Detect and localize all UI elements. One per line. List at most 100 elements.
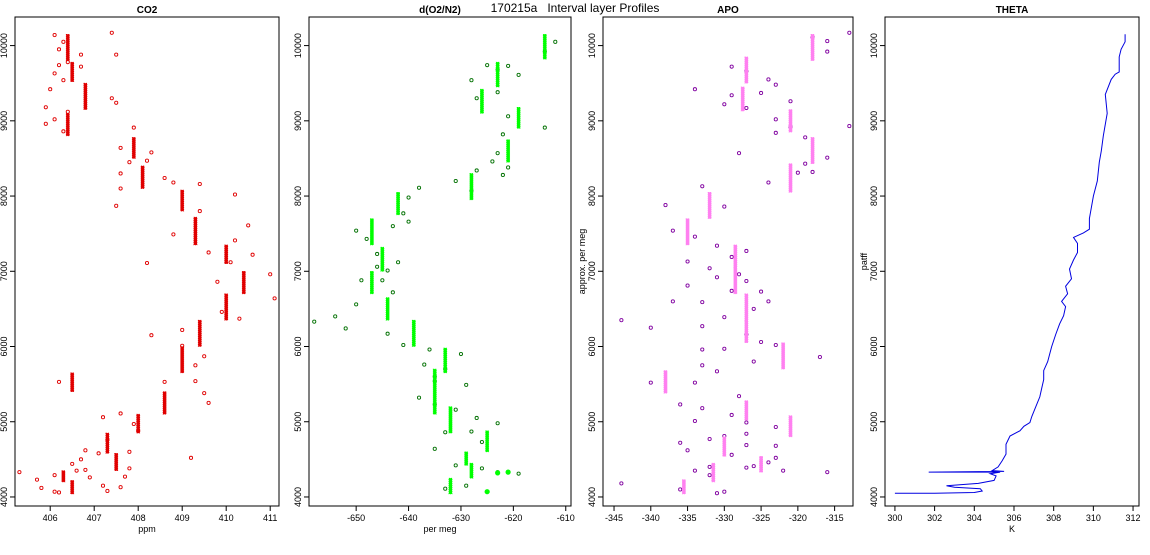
panel-2-point xyxy=(678,402,683,407)
panel-2-point xyxy=(648,325,653,330)
panel-0-point xyxy=(127,449,132,454)
panel-0-point xyxy=(78,64,84,69)
panel-2-point xyxy=(692,87,697,92)
panel-0-point xyxy=(197,209,202,214)
panel-0-xtick-label: 407 xyxy=(87,513,102,523)
panel-0-point xyxy=(206,250,211,255)
panel-0-point xyxy=(56,47,62,52)
panel-2-point xyxy=(729,64,734,69)
panel-0-xtick-label: 410 xyxy=(219,513,234,523)
panel-2-interval-bar xyxy=(740,86,745,112)
panel-0-point xyxy=(56,63,62,68)
panel-2-point xyxy=(619,318,624,323)
panel-2-point xyxy=(773,130,778,135)
panel-1-point xyxy=(406,219,411,224)
panel-0-xtick-label: 411 xyxy=(263,513,277,523)
panel-2-point xyxy=(773,117,778,122)
panel-2-point xyxy=(714,369,720,374)
panel-3-ytick-label: 5000 xyxy=(869,412,879,432)
panel-2-point xyxy=(722,489,727,494)
panel-3-xlabel: K xyxy=(1009,524,1015,534)
panel-0-point xyxy=(232,192,238,197)
panel-1-point xyxy=(375,264,380,269)
panel-0-point xyxy=(180,327,185,333)
panel-2-interval-bar xyxy=(788,163,793,193)
panel-0-interval-bar xyxy=(136,413,141,434)
panel-2-interval-bar xyxy=(722,436,727,457)
panel-2-point xyxy=(685,259,690,264)
panel-0-point xyxy=(52,33,57,38)
panel-2-point xyxy=(847,124,852,129)
panel-0-interval-bar xyxy=(180,346,185,374)
panel-1-interval-bar xyxy=(411,319,416,347)
panel-0-interval-bar xyxy=(83,82,88,110)
panel-2-point xyxy=(751,306,756,311)
panel-1-point xyxy=(390,224,395,229)
panel-0-point xyxy=(56,490,62,495)
panel-1-point xyxy=(427,347,432,352)
panel-1-interval-bar xyxy=(396,191,400,216)
panel-0-point xyxy=(131,125,136,130)
panel-1-point xyxy=(401,211,406,216)
panel-1-point xyxy=(500,132,505,137)
panel-0-interval-bar xyxy=(197,319,202,347)
panel-2-point xyxy=(692,468,697,473)
panel-0-interval-bar xyxy=(70,372,75,392)
panel-0-point xyxy=(131,421,136,427)
panel-0-point xyxy=(52,489,57,494)
panel-2-point xyxy=(722,346,727,351)
panel-2-title: APO xyxy=(717,5,739,16)
panel-2-point xyxy=(788,99,793,104)
panel-3-xtick-label: 304 xyxy=(967,513,982,523)
panel-2-point xyxy=(810,169,815,175)
panel-0-point xyxy=(215,279,220,284)
panel-1-point xyxy=(312,319,317,324)
panel-2-point xyxy=(847,30,852,35)
panel-1-point xyxy=(506,165,511,170)
panel-0-point xyxy=(109,30,114,35)
panel-1-point xyxy=(553,39,558,44)
panel-1-highlight-point xyxy=(495,470,501,476)
panel-1-interval-bar xyxy=(369,270,374,295)
panel-1-interval-bar xyxy=(516,106,521,129)
panel-2-point xyxy=(722,315,727,320)
panel-2-point xyxy=(692,380,697,385)
panel-2-point xyxy=(744,431,749,436)
panel-0-ytick-label: 4000 xyxy=(0,487,9,507)
panel-1-point xyxy=(495,90,500,95)
panel-1-point xyxy=(453,463,458,468)
panel-2-point xyxy=(707,266,712,271)
panel-1-interval-bar xyxy=(385,297,390,321)
panel-2-point xyxy=(803,161,808,166)
panel-2-point xyxy=(729,93,734,98)
panel-0-point xyxy=(96,451,101,456)
panel-2-interval-bar xyxy=(711,462,716,483)
panel-1-frame xyxy=(308,16,572,507)
panel-1-xlabel: per meg xyxy=(423,524,456,534)
panel-1-ytick-label: 10000 xyxy=(293,33,303,58)
panel-0-ytick-label: 8000 xyxy=(0,186,9,206)
panel-2-point xyxy=(707,436,712,442)
panel-2-point xyxy=(692,234,697,239)
panel-2-point xyxy=(751,359,756,364)
panel-1-xtick-label: -640 xyxy=(400,513,418,523)
panel-2: APO -345 -340 -335 -330 -325 -320 -315 4000 5000 6… xyxy=(577,5,854,523)
panel-0-interval-bar xyxy=(224,293,229,321)
panel-1-point xyxy=(453,407,458,412)
panel-1-point xyxy=(453,178,458,184)
panel-2-interval-bar xyxy=(781,342,786,370)
panel-0-interval-bar xyxy=(193,216,198,246)
panel-2-point xyxy=(700,347,705,352)
panel-1-point xyxy=(443,430,448,435)
panel-2-point xyxy=(773,82,778,87)
panel-1-point xyxy=(333,314,338,319)
panel-2-point xyxy=(648,380,653,385)
panel-2-point xyxy=(700,406,705,411)
panel-2-plot xyxy=(619,30,852,496)
panel-0-point xyxy=(202,354,207,359)
panel-0-point xyxy=(268,272,273,277)
panel-2-ytick-label: 6000 xyxy=(587,336,597,356)
panel-0-point xyxy=(56,379,62,384)
panel-2-interval-bar xyxy=(733,267,738,295)
